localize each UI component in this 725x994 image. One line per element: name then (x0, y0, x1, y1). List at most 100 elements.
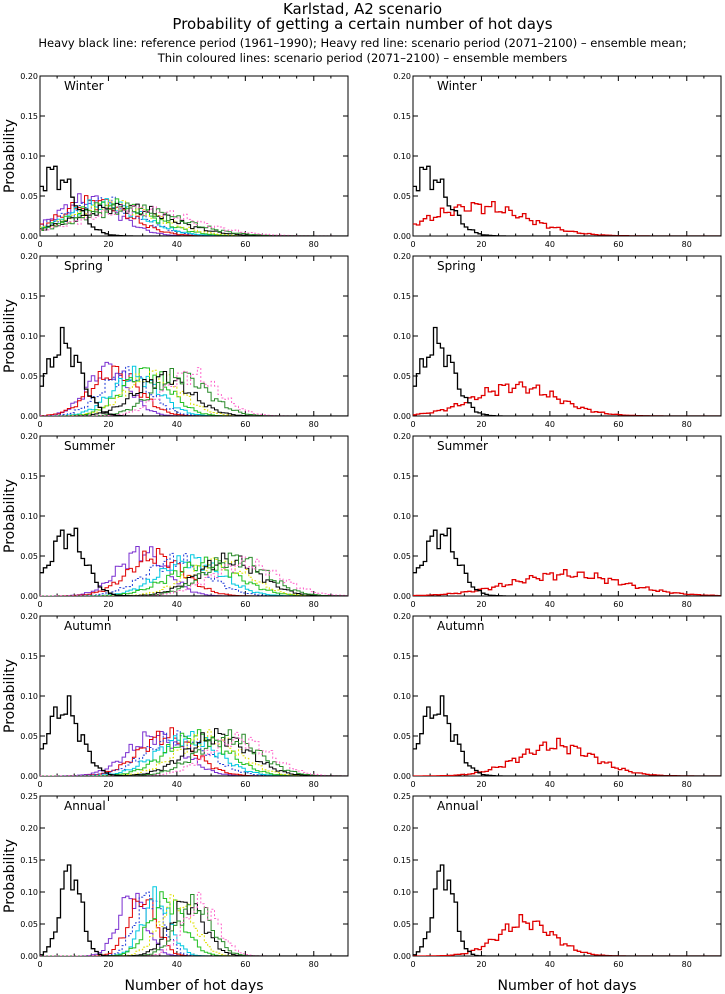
series-group (413, 165, 721, 236)
scenario-mean-line (413, 914, 721, 956)
x-tick-label: 80 (309, 960, 319, 969)
y-tick-label: 0.15 (20, 856, 38, 865)
series-group (413, 326, 721, 416)
y-tick-label: 0.05 (393, 372, 411, 381)
panel-summer-right: 0.00 0.05 0.10 0.15 0.20 0 20 40 60 80 Summer (393, 432, 722, 609)
y-tick-label: 0.10 (393, 332, 411, 341)
x-tick-label: 20 (103, 600, 113, 609)
ensemble-member-line (40, 731, 348, 776)
y-tick-label: 0.15 (393, 652, 411, 661)
x-tick-label: 20 (476, 420, 486, 429)
series-group (413, 864, 721, 956)
y-tick-label: 0.00 (20, 772, 38, 781)
season-label: Spring (437, 259, 476, 273)
y-tick-label: 0.20 (393, 252, 411, 261)
y-tick-label: 0.20 (393, 72, 411, 81)
y-axis-label: Probability (2, 839, 18, 913)
y-axis-label: Probability (2, 299, 18, 373)
y-tick-label: 0.15 (20, 472, 38, 481)
ensemble-member-line (40, 204, 348, 236)
ensemble-member-line (40, 365, 348, 416)
y-tick-label: 0.00 (393, 232, 411, 241)
x-tick-label: 0 (37, 420, 42, 429)
x-tick-label: 40 (172, 600, 182, 609)
x-tick-label: 40 (545, 240, 555, 249)
y-tick-label: 0.20 (20, 612, 38, 621)
season-label: Annual (437, 799, 479, 813)
panel-spring-left: 0.00 0.05 0.10 0.15 0.20 0 20 40 60 80 Spring Proba… (2, 252, 349, 429)
y-tick-label: 0.20 (393, 824, 411, 833)
y-tick-label: 0.20 (393, 612, 411, 621)
x-tick-label: 40 (545, 420, 555, 429)
season-label: Spring (64, 259, 103, 273)
chart-title-line2: Probability of getting a certain number … (172, 15, 553, 33)
ensemble-member-line (40, 556, 348, 596)
plot-frame (39, 75, 349, 237)
series-group (40, 864, 348, 956)
y-tick-label: 0.20 (20, 72, 38, 81)
panel-spring-right: 0.00 0.05 0.10 0.15 0.20 0 20 40 60 80 Spring (393, 252, 722, 429)
x-tick-label: 60 (613, 420, 623, 429)
y-tick-label: 0.10 (393, 888, 411, 897)
x-tick-label: 20 (476, 780, 486, 789)
season-label: Annual (64, 799, 106, 813)
scenario-mean-line (413, 381, 721, 416)
ensemble-member-line (40, 731, 348, 776)
x-tick-label: 80 (309, 600, 319, 609)
panel-summer-left: 0.00 0.05 0.10 0.15 0.20 0 20 40 60 80 Summer Proba… (2, 432, 349, 609)
y-tick-label: 0.15 (393, 112, 411, 121)
scenario-mean-line (413, 200, 721, 236)
chart-subtitle-line2: Thin coloured lines: scenario period (20… (157, 51, 568, 65)
x-tick-label: 80 (309, 420, 319, 429)
reference-line (40, 527, 348, 596)
y-tick-label: 0.15 (393, 292, 411, 301)
x-tick-label: 80 (309, 240, 319, 249)
reference-line (40, 326, 348, 416)
reference-line (413, 695, 721, 776)
y-tick-label: 0.20 (393, 432, 411, 441)
y-tick-label: 0.10 (20, 332, 38, 341)
y-tick-label: 0.05 (393, 920, 411, 929)
ensemble-member-line (40, 894, 348, 956)
reference-line (413, 864, 721, 956)
x-tick-label: 20 (476, 960, 486, 969)
reference-line (40, 695, 348, 776)
ensemble-member-line (40, 552, 348, 596)
y-tick-label: 0.00 (20, 952, 38, 961)
panel-autumn-left: 0.00 0.05 0.10 0.15 0.20 0 20 40 60 80 Autumn Proba… (2, 612, 349, 789)
y-tick-label: 0.15 (20, 652, 38, 661)
series-group (40, 695, 348, 776)
y-tick-label: 0.10 (20, 152, 38, 161)
season-label: Autumn (64, 619, 111, 633)
x-tick-label: 20 (103, 960, 113, 969)
y-tick-label: 0.05 (20, 192, 38, 201)
ensemble-member-line (40, 196, 348, 236)
y-tick-label: 0.00 (20, 412, 38, 421)
ensemble-member-line (40, 195, 348, 236)
reference-line (413, 527, 721, 596)
x-tick-label: 60 (240, 240, 250, 249)
y-tick-label: 0.10 (20, 512, 38, 521)
x-tick-label: 0 (410, 420, 415, 429)
y-tick-label: 0.05 (393, 732, 411, 741)
x-tick-label: 20 (103, 780, 113, 789)
x-tick-label: 0 (410, 780, 415, 789)
x-tick-label: 0 (37, 600, 42, 609)
x-axis-label-right: Number of hot days (497, 978, 636, 994)
season-label: Summer (64, 439, 115, 453)
x-tick-label: 0 (37, 780, 42, 789)
reference-line (40, 165, 348, 236)
y-tick-label: 0.25 (20, 792, 38, 801)
x-tick-label: 0 (37, 240, 42, 249)
ensemble-member-line (40, 367, 348, 416)
x-tick-label: 60 (613, 600, 623, 609)
ensemble-member-line (40, 199, 348, 236)
y-tick-label: 0.00 (393, 412, 411, 421)
y-tick-label: 0.05 (20, 552, 38, 561)
ensemble-member-line (40, 193, 348, 236)
y-tick-label: 0.15 (20, 292, 38, 301)
ensemble-member-line (40, 892, 348, 956)
y-tick-label: 0.05 (20, 372, 38, 381)
y-tick-label: 0.10 (393, 152, 411, 161)
y-tick-label: 0.00 (20, 592, 38, 601)
